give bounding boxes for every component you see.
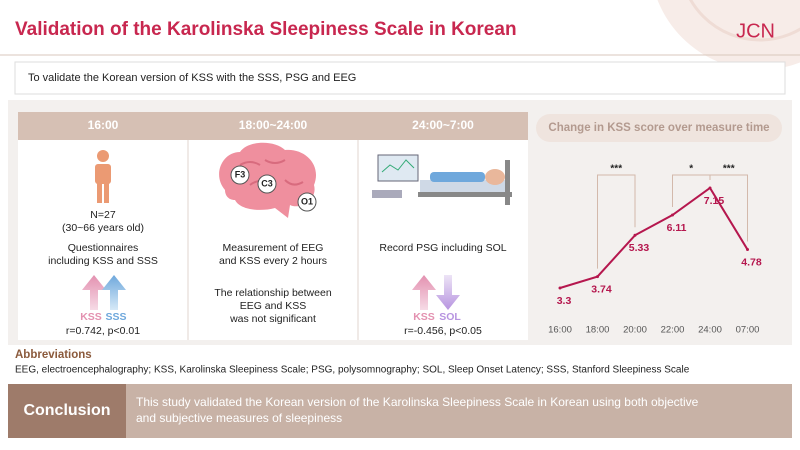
- arrow-label: KSS: [80, 311, 102, 323]
- abbreviations: EEG, electroencephalography; KSS, Karoli…: [15, 365, 690, 376]
- significance-bracket: [709, 174, 748, 242]
- arrow-up: [102, 275, 126, 310]
- sample: N=27: [90, 209, 116, 221]
- electrode-label: O1: [301, 196, 313, 206]
- chart: 16:00 18:00 20:00 22:00 24:00 07:00*** * ***3.3…: [548, 164, 762, 336]
- objective-box: [14, 61, 786, 95]
- title: Validation of the Karolinska Sleepiness …: [15, 19, 517, 40]
- objective: To validate the Korean version of KSS wi…: [28, 72, 356, 84]
- note: The relationship between: [214, 287, 331, 299]
- point: [671, 213, 674, 217]
- result: r=0.742, p<0.01: [66, 325, 140, 337]
- electrode: [230, 165, 250, 185]
- bed-icon: [372, 154, 512, 205]
- time: 16:00: [88, 118, 119, 132]
- value-label: 3.3: [557, 295, 572, 307]
- note: was not significant: [229, 313, 316, 325]
- value-label: 3.74: [591, 283, 612, 295]
- x-tick-label: 20:00: [623, 325, 647, 336]
- point: [746, 248, 749, 252]
- significance-label: *: [689, 164, 693, 175]
- description: Measurement of EEG: [223, 242, 324, 254]
- value-label: 7.15: [704, 195, 725, 207]
- electrode: [257, 174, 277, 194]
- point: [633, 233, 637, 237]
- chart-title: Change in KSS score over measure time: [548, 122, 769, 134]
- value-label: 4.78: [741, 256, 762, 268]
- x-tick-label: 16:00: [548, 325, 572, 336]
- arrow-label: SOL: [439, 311, 461, 323]
- line: [559, 186, 749, 289]
- x-tick-label: 22:00: [661, 325, 685, 336]
- logo: JCN: [736, 20, 775, 42]
- chart-title-pill: [536, 114, 782, 142]
- description: and KSS every 2 hours: [219, 255, 327, 267]
- description: Record PSG including SOL: [379, 242, 506, 254]
- conclusion-text: This study validated the Korean version …: [136, 395, 699, 409]
- conclusion-label: Conclusion: [23, 402, 110, 419]
- arrow-down: [436, 275, 460, 310]
- conclusion-band: [8, 384, 792, 438]
- arrow-up: [412, 275, 436, 310]
- description: Questionnaires: [68, 242, 139, 254]
- x-tick-label: 24:00: [698, 325, 722, 336]
- time: 18:00~24:00: [239, 118, 308, 132]
- point: [596, 275, 599, 279]
- significance-bracket: [597, 174, 636, 269]
- result: r=-0.456, p<0.05: [404, 325, 482, 337]
- abbreviations-title: Abbreviations: [15, 349, 92, 361]
- electrode-label: F3: [235, 169, 246, 179]
- point: [708, 186, 712, 190]
- x-tick-label: 18:00: [586, 325, 610, 336]
- significance-label: ***: [723, 164, 735, 175]
- conclusion-label-box: [8, 384, 126, 438]
- electrode: [297, 192, 317, 212]
- arrow-label: SSS: [105, 311, 126, 323]
- conclusion-text: and subjective measures of sleepiness: [136, 411, 342, 425]
- age: (30~66 years old): [62, 222, 144, 234]
- note: EEG and KSS: [240, 300, 307, 312]
- value-label: 5.33: [629, 242, 650, 254]
- arrow-label: KSS: [413, 311, 435, 323]
- point: [558, 286, 562, 290]
- significance-label: ***: [610, 164, 622, 175]
- value-label: 6.11: [667, 222, 687, 234]
- arrow-up: [82, 275, 106, 310]
- decoration: [688, 0, 800, 42]
- time: 24:00~7:00: [412, 118, 474, 132]
- electrode-label: C3: [261, 178, 273, 188]
- description: including KSS and SSS: [48, 255, 158, 267]
- person-icon: [95, 150, 111, 203]
- panel-band: [18, 112, 528, 140]
- x-tick-label: 07:00: [736, 325, 760, 336]
